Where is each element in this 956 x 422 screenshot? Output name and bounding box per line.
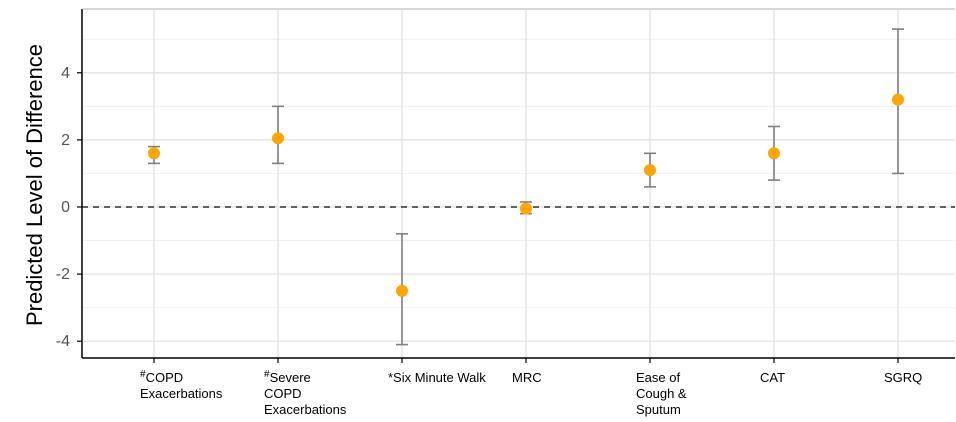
x-tick-label-prefix: # — [264, 369, 270, 380]
x-tick-label-line: SGRQ — [884, 370, 922, 385]
point-estimate — [768, 147, 780, 160]
axes — [77, 8, 955, 363]
point-estimate — [272, 132, 284, 145]
x-tick-label: *Six Minute Walk — [388, 370, 486, 385]
x-tick-label-line: Severe — [270, 370, 311, 385]
x-tick-label-line: Ease of — [636, 370, 680, 385]
point-estimate — [892, 93, 904, 106]
x-tick-label-line: COPD — [146, 370, 184, 385]
x-tick-label: SGRQ — [884, 370, 922, 385]
x-tick-label-line: *Six Minute Walk — [388, 370, 486, 385]
x-tick-label: MRC — [512, 370, 542, 385]
point-estimate — [520, 202, 532, 215]
point-estimate — [644, 164, 656, 177]
point-estimate — [396, 284, 408, 297]
x-tick-label: CAT — [760, 370, 785, 385]
x-tick-label-line: CAT — [760, 370, 785, 385]
x-tick-labels: #COPD Exacerbations#Severe COPD Exacerbatio… — [140, 369, 922, 417]
grid-lines — [82, 9, 955, 358]
y-tick-label: -2 — [56, 266, 70, 283]
x-tick-label: #Severe COPD Exacerbations — [264, 369, 347, 417]
x-tick-label: #COPD Exacerbations — [140, 369, 223, 401]
point-estimates — [148, 93, 904, 297]
y-tick-label: 4 — [61, 65, 70, 82]
point-estimate — [148, 147, 160, 160]
x-tick-label-line: MRC — [512, 370, 542, 385]
x-tick-label-line: Exacerbations — [264, 402, 347, 417]
x-tick-label-line: Sputum — [636, 402, 681, 417]
y-tick-label: -4 — [56, 333, 70, 350]
x-tick-label-line: COPD — [264, 386, 302, 401]
x-tick-label: Ease of Cough & Sputum — [636, 370, 687, 417]
y-axis-label: Predicted Level of Difference — [22, 44, 47, 326]
y-tick-labels: 4 2 0 -2 -4 — [56, 65, 70, 350]
y-tick-label: 0 — [61, 199, 70, 216]
x-tick-label-line: Exacerbations — [140, 386, 223, 401]
x-tick-label-line: Cough & — [636, 386, 687, 401]
x-tick-label-prefix: # — [140, 369, 146, 380]
y-tick-label: 2 — [61, 132, 70, 149]
